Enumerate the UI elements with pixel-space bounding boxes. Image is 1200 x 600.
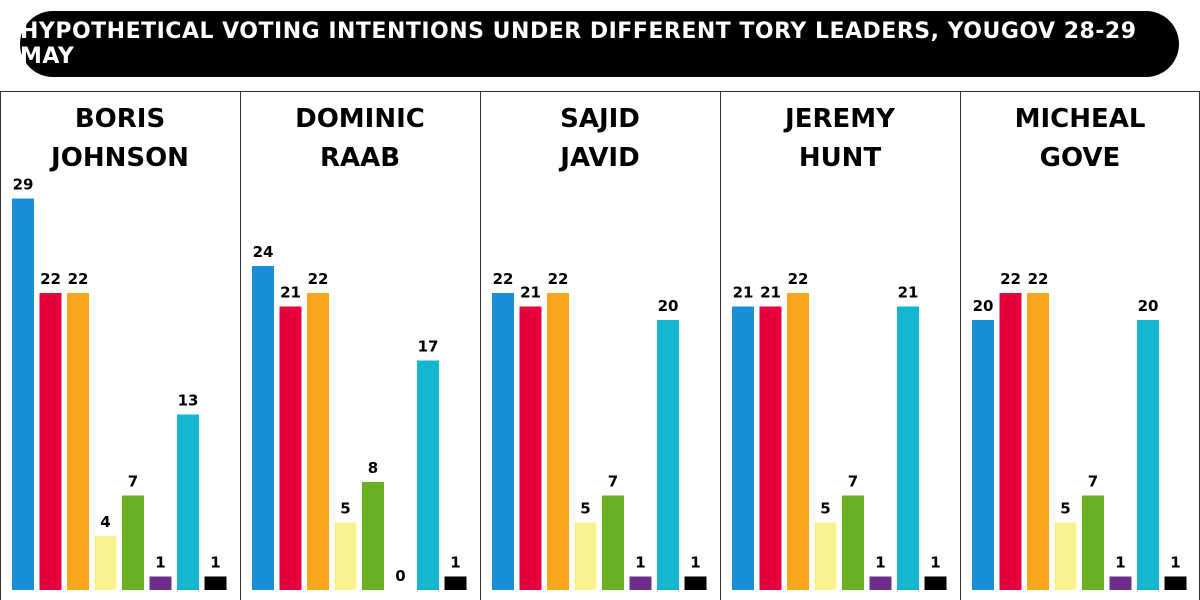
bar-value-label: 22 <box>308 270 329 288</box>
bar-value-label: 4 <box>100 513 110 531</box>
bar-value-label: 5 <box>340 500 350 518</box>
bar-value-label: 1 <box>930 554 940 572</box>
bar <box>362 482 384 590</box>
bar-value-label: 1 <box>875 554 885 572</box>
leader-panel: JEREMY HUNT 21 21 22 57 1 21 1 <box>720 91 947 600</box>
bar-value-label: 21 <box>898 284 919 302</box>
bar-value-label: 5 <box>1060 500 1070 518</box>
bar <box>897 306 919 590</box>
bar-value-label: 1 <box>210 554 220 572</box>
bar <box>177 414 199 590</box>
bar <box>39 293 62 590</box>
leader-name: HUNT <box>799 143 882 173</box>
bar-value-label: 17 <box>418 338 439 356</box>
bar-value-label: 22 <box>548 270 569 288</box>
leader-panel: DOMINIC RAAB 24 21 22 5 8 0 17 1 <box>240 91 467 600</box>
bar <box>1082 495 1104 590</box>
bar <box>1109 576 1132 590</box>
leader-name: JAVID <box>558 143 639 173</box>
bar <box>547 293 569 590</box>
bar <box>252 266 274 590</box>
bar <box>149 576 172 590</box>
leader-name: JEREMY <box>783 104 896 134</box>
bar <box>629 576 652 590</box>
bar-value-label: 29 <box>13 176 34 194</box>
bar <box>602 495 624 590</box>
bar <box>1164 576 1187 590</box>
bar <box>924 576 947 590</box>
bar-value-label: 20 <box>1138 297 1159 315</box>
bar <box>492 293 514 590</box>
bar-value-label: 1 <box>450 554 460 572</box>
bar-value-label: 21 <box>280 284 301 302</box>
leader-name: SAJID <box>560 104 640 134</box>
bar <box>842 495 864 590</box>
bar <box>122 495 144 590</box>
leader-name: GOVE <box>1040 143 1121 173</box>
bar-value-label: 24 <box>253 243 274 261</box>
bar <box>972 320 994 590</box>
chart-title: HYPOTHETICAL VOTING INTENTIONS UNDER DIF… <box>20 19 1137 69</box>
bar-value-label: 1 <box>1170 554 1180 572</box>
bar-value-label: 1 <box>690 554 700 572</box>
bar-value-label: 22 <box>1028 270 1049 288</box>
bar-value-label: 22 <box>493 270 514 288</box>
bar-value-label: 1 <box>155 554 165 572</box>
bar <box>67 293 89 590</box>
bar-value-label: 13 <box>178 392 199 410</box>
bar-value-label: 8 <box>368 459 378 477</box>
bar <box>869 576 892 590</box>
bar <box>279 306 302 590</box>
bar-value-label: 22 <box>1000 270 1021 288</box>
bar <box>417 360 439 590</box>
bar <box>204 576 227 590</box>
bar-value-label: 21 <box>733 284 754 302</box>
bar-value-label: 7 <box>1088 473 1098 491</box>
bar <box>94 536 117 590</box>
bar <box>519 306 542 590</box>
bar <box>814 522 837 590</box>
leader-name: RAAB <box>320 143 400 173</box>
leader-panel: BORIS JOHNSON 29 22 22 4 7 1 13 1 <box>12 104 227 590</box>
bar <box>657 320 679 590</box>
bar-value-label: 20 <box>973 297 994 315</box>
leader-name: JOHNSON <box>49 143 189 173</box>
bar-value-label: 1 <box>1115 554 1125 572</box>
leader-name: DOMINIC <box>295 104 425 134</box>
bar-value-label: 21 <box>760 284 781 302</box>
bar-value-label: 7 <box>128 473 138 491</box>
leader-name: MICHEAL <box>1015 104 1146 134</box>
title-bar: HYPOTHETICAL VOTING INTENTIONS UNDER DIF… <box>20 11 1179 77</box>
bar <box>1054 522 1077 590</box>
bar <box>574 522 597 590</box>
bar <box>334 522 357 590</box>
bar-value-label: 22 <box>68 270 89 288</box>
bar-value-label: 7 <box>608 473 618 491</box>
bar <box>1027 293 1049 590</box>
bar <box>732 306 754 590</box>
bar-value-label: 22 <box>788 270 809 288</box>
bar-value-label: 20 <box>658 297 679 315</box>
bar <box>1137 320 1159 590</box>
leader-panel: MICHEAL GOVE 20 22 22 57 1 20 1 <box>960 91 1187 600</box>
bar <box>12 198 34 590</box>
bar <box>759 306 782 590</box>
bar-value-label: 5 <box>820 500 830 518</box>
bar <box>999 293 1022 590</box>
bar <box>307 293 329 590</box>
leader-panel: SAJID JAVID 22 21 22 57 1 20 1 <box>480 91 707 600</box>
bar-value-label: 5 <box>580 500 590 518</box>
bar-value-label: 7 <box>848 473 858 491</box>
bar <box>684 576 707 590</box>
leader-name: BORIS <box>75 104 165 134</box>
bar-value-label: 21 <box>520 284 541 302</box>
bar-value-label: 1 <box>635 554 645 572</box>
bar-value-label: 0 <box>395 567 405 585</box>
bar <box>787 293 809 590</box>
bar <box>444 576 467 590</box>
bar-value-label: 22 <box>40 270 61 288</box>
